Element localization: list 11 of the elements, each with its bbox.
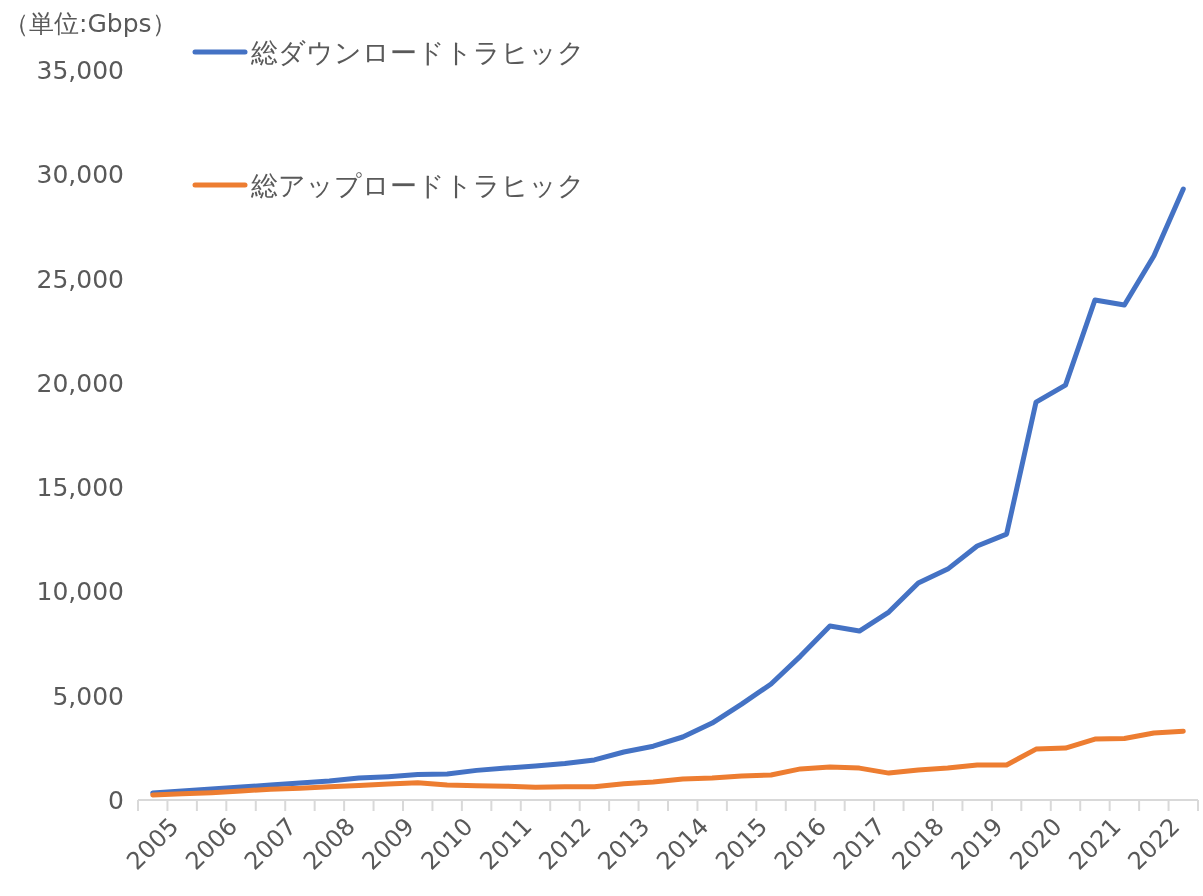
legend-label: 総アップロードトラヒック [250,170,585,201]
y-tick-label: 15,000 [36,473,124,503]
y-tick-label: 30,000 [36,160,124,190]
y-tick-label: 35,000 [36,56,124,85]
y-tick-label: 25,000 [36,264,124,294]
y-tick-label: 10,000 [36,577,124,607]
y-axis-title: （単位:Gbps） [4,9,177,38]
legend-label: 総ダウンロードトラヒック [250,37,585,68]
y-tick-label: 20,000 [36,368,124,398]
y-tick-label: 0 [108,786,124,815]
y-tick-label: 5,000 [52,681,124,711]
